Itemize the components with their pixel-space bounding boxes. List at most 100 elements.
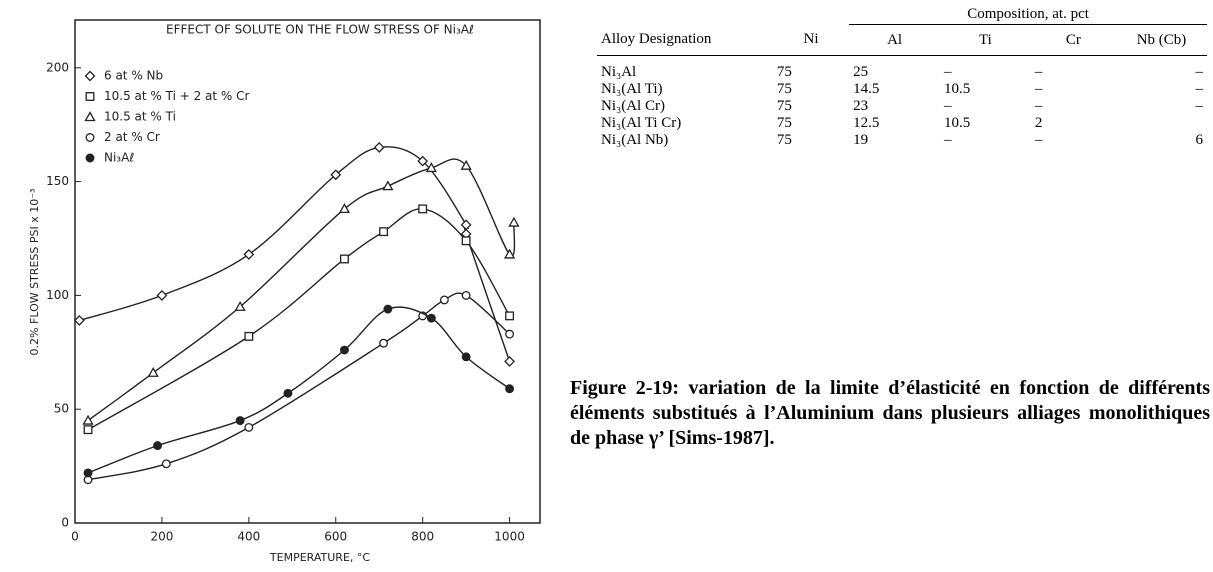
marker	[382, 180, 394, 191]
marker	[82, 414, 94, 425]
group-header-row: Composition, at. pct	[597, 4, 1207, 25]
chart: EFFECT OF SOLUTE ON THE FLOW STRESS OF N…	[28, 19, 541, 564]
marker	[147, 366, 159, 377]
cell: –	[1195, 81, 1204, 97]
marker	[283, 388, 293, 398]
marker	[504, 355, 515, 367]
legend-marker	[85, 92, 95, 101]
marker	[73, 315, 85, 326]
series-line	[79, 146, 511, 362]
x-tick-label: 0	[71, 530, 79, 544]
header-row: Alloy Designation Ni Al Ti Cr Nb (Cb)	[597, 25, 1207, 56]
marker	[234, 300, 246, 311]
legend-marker	[85, 133, 95, 142]
cell: –	[1034, 64, 1043, 80]
series-line	[87, 306, 510, 474]
cell: 75	[776, 98, 792, 114]
cell: 14.5	[853, 81, 880, 97]
x-tick-label: 800	[411, 530, 434, 544]
table-row: Ni₃(Al Cr) 75 23 – – –	[597, 98, 1207, 115]
marker	[439, 295, 449, 305]
cell	[1116, 115, 1207, 132]
marker	[330, 169, 342, 181]
marker	[426, 313, 436, 323]
composition-table: Composition, at. pct Alloy Designation Ni A…	[597, 4, 1207, 149]
cell: Ni₃(Al Ti)	[601, 81, 663, 97]
cell: 19	[853, 132, 869, 148]
cell: –	[1034, 98, 1043, 114]
cell: –	[944, 64, 952, 80]
marker	[235, 416, 245, 426]
x-tick-label: 400	[237, 530, 260, 544]
series-line	[87, 158, 516, 422]
cell: –	[1195, 98, 1204, 114]
legend-label: 6 at % Nb	[104, 69, 163, 83]
cell: Ni₃(Al Nb)	[601, 132, 669, 148]
legend-label: 2 at % Cr	[104, 130, 160, 144]
marker	[508, 216, 520, 227]
cell: 25	[853, 64, 869, 80]
cell: 75	[776, 81, 792, 97]
x-tick-label: 200	[150, 530, 173, 544]
cell: 2	[1034, 115, 1043, 131]
legend-label: 10.5 at % Ti + 2 at % Cr	[104, 89, 250, 103]
column-header: Alloy Designation	[601, 31, 712, 48]
marker	[505, 329, 515, 339]
marker	[418, 204, 428, 214]
y-tick-label: 150	[46, 174, 69, 188]
x-tick-label: 1000	[494, 530, 525, 544]
cell: 10.5	[944, 81, 971, 97]
marker	[161, 459, 171, 469]
legend-marker	[85, 153, 95, 163]
cell: –	[944, 98, 952, 114]
marker	[503, 248, 516, 259]
marker	[339, 254, 349, 264]
marker	[505, 384, 515, 394]
x-tick-label: 600	[324, 530, 347, 544]
marker	[417, 155, 429, 167]
column-header: Al	[887, 31, 903, 48]
marker	[461, 236, 471, 246]
caption: Figure 2-19: variation de la limite d’él…	[570, 377, 1210, 449]
y-tick-label: 0	[61, 516, 69, 530]
cell: 75	[776, 64, 792, 80]
marker	[383, 304, 393, 314]
marker	[156, 289, 168, 301]
cell: 23	[853, 98, 869, 114]
marker	[83, 425, 93, 435]
marker	[244, 331, 254, 341]
cell: –	[944, 132, 952, 148]
marker	[339, 345, 349, 355]
cell: –	[1034, 132, 1043, 148]
cell: Ni₃Al	[601, 64, 637, 80]
marker	[153, 441, 163, 451]
marker	[460, 219, 472, 231]
column-header: Ti	[979, 31, 992, 48]
marker	[425, 162, 437, 173]
cell: Ni₃(Al Ti Cr)	[601, 115, 682, 131]
table-row: Ni₃Al 75 25 – – –	[597, 56, 1207, 82]
cell	[597, 4, 849, 25]
marker	[379, 227, 389, 237]
legend-marker	[84, 111, 96, 122]
y-tick-label: 200	[46, 60, 69, 74]
marker	[461, 352, 471, 362]
table-row: Ni₃(Al Ti Cr) 75 12.5 10.5 2	[597, 115, 1207, 132]
column-header: Cr	[1065, 31, 1081, 48]
marker	[460, 159, 472, 170]
marker	[243, 249, 255, 260]
legend-marker	[84, 70, 96, 82]
y-tick-label: 50	[54, 402, 69, 416]
cell: –	[1195, 64, 1204, 80]
marker	[338, 203, 351, 214]
marker	[505, 311, 515, 321]
column-header: Ni	[803, 31, 819, 48]
marker	[244, 422, 254, 432]
cell: Ni₃(Al Cr)	[601, 98, 665, 114]
plot-frame	[74, 19, 541, 524]
group-header: Composition, at. pct	[849, 4, 1207, 25]
marker	[373, 142, 385, 153]
x-axis-label: TEMPERATURE, °C	[269, 551, 370, 564]
table-row: Ni₃(Al Ti) 75 14.5 10.5 – –	[597, 81, 1207, 98]
